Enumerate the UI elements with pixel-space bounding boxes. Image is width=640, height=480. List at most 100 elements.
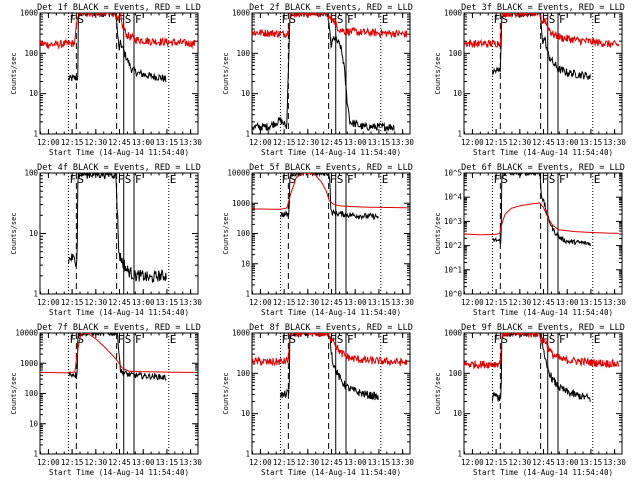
marker-label-f: F bbox=[347, 173, 354, 186]
marker-label-f: F bbox=[347, 333, 354, 346]
x-tick-label: 12:15 bbox=[273, 458, 296, 467]
y-tick-label: 1 bbox=[33, 130, 38, 139]
y-axis-label: Counts/sec bbox=[222, 372, 230, 414]
marker-label-f: F bbox=[69, 13, 76, 26]
x-tick-label: 13:00 bbox=[132, 138, 155, 147]
y-tick-label: 1 bbox=[245, 290, 250, 299]
x-tick-label: 13:30 bbox=[603, 298, 626, 307]
x-tick-label: 12:15 bbox=[61, 458, 84, 467]
panel-title: Det 8f BLACK = Events, RED = LLD bbox=[249, 323, 413, 333]
marker-label-f: F bbox=[493, 333, 500, 346]
plot-frame bbox=[251, 172, 411, 295]
marker-label-s: S bbox=[77, 333, 84, 346]
x-tick-label: 12:45 bbox=[320, 138, 343, 147]
marker-label-e: E bbox=[382, 13, 389, 26]
marker-label-f: F bbox=[281, 333, 288, 346]
x-tick-label: 12:45 bbox=[320, 298, 343, 307]
series-line-events bbox=[67, 173, 167, 283]
marker-label-e: E bbox=[594, 13, 601, 26]
y-axis-label: Counts/sec bbox=[434, 212, 442, 254]
y-tick-label: 1 bbox=[245, 130, 250, 139]
x-tick-label: 12:45 bbox=[320, 458, 343, 467]
x-axis-label: Start Time (14-Aug-14 11:54:40) bbox=[261, 308, 401, 317]
marker-label-s: S bbox=[77, 173, 84, 186]
y-tick-label: 100 bbox=[448, 369, 462, 378]
marker-label-f: F bbox=[69, 173, 76, 186]
marker-label-s: S bbox=[549, 173, 556, 186]
marker-label-f: F bbox=[542, 333, 549, 346]
x-tick-label: 12:00 bbox=[249, 138, 272, 147]
x-tick-label: 13:30 bbox=[391, 298, 414, 307]
marker-label-s: S bbox=[125, 333, 132, 346]
y-tick-label: 10000 bbox=[15, 329, 38, 338]
y-tick-label: 10^1 bbox=[444, 265, 462, 274]
x-tick-label: 12:15 bbox=[485, 298, 508, 307]
y-tick-label: 10 bbox=[453, 89, 463, 98]
panel-title: Det 9f BLACK = Events, RED = LLD bbox=[461, 323, 625, 333]
marker-label-f: F bbox=[542, 173, 549, 186]
x-tick-label: 12:15 bbox=[61, 298, 84, 307]
y-tick-label: 1 bbox=[457, 450, 462, 459]
y-tick-label: 100 bbox=[236, 49, 250, 58]
marker-label-f: F bbox=[69, 333, 76, 346]
panel-title: Det 6f BLACK = Events, RED = LLD bbox=[461, 163, 625, 173]
marker-label-s: S bbox=[501, 13, 508, 26]
marker-label-e: E bbox=[170, 13, 177, 26]
marker-label-e: E bbox=[594, 333, 601, 346]
marker-label-s: S bbox=[125, 173, 132, 186]
marker-label-s: S bbox=[337, 13, 344, 26]
panel-title: Det 5f BLACK = Events, RED = LLD bbox=[249, 163, 413, 173]
marker-label-e: E bbox=[594, 173, 601, 186]
x-axis-label: Start Time (14-Aug-14 11:54:40) bbox=[261, 148, 401, 157]
y-tick-label: 10000 bbox=[227, 169, 250, 178]
y-tick-label: 10 bbox=[241, 409, 251, 418]
x-tick-label: 13:15 bbox=[368, 298, 391, 307]
series-line-lld bbox=[252, 173, 407, 210]
x-tick-label: 13:00 bbox=[132, 458, 155, 467]
plot-frame bbox=[39, 12, 199, 135]
x-tick-label: 13:00 bbox=[556, 298, 579, 307]
y-axis-label: Counts/sec bbox=[10, 52, 18, 94]
marker-label-f: F bbox=[281, 173, 288, 186]
marker-label-f: F bbox=[118, 333, 125, 346]
plot-frame bbox=[463, 332, 623, 455]
x-tick-label: 12:00 bbox=[249, 298, 272, 307]
y-tick-label: 10 bbox=[29, 229, 39, 238]
marker-label-e: E bbox=[382, 173, 389, 186]
y-axis-label: Counts/sec bbox=[222, 52, 230, 94]
marker-label-f: F bbox=[559, 333, 566, 346]
x-tick-label: 12:00 bbox=[37, 458, 60, 467]
y-axis-label: Counts/sec bbox=[434, 52, 442, 94]
x-tick-label: 13:30 bbox=[603, 458, 626, 467]
marker-label-s: S bbox=[77, 13, 84, 26]
series-line-lld bbox=[464, 202, 619, 236]
y-tick-label: 100 bbox=[236, 229, 250, 238]
x-tick-label: 12:30 bbox=[297, 458, 320, 467]
marker-label-e: E bbox=[170, 173, 177, 186]
panel-title: Det 4f BLACK = Events, RED = LLD bbox=[37, 163, 201, 173]
y-tick-label: 10^3 bbox=[444, 217, 462, 226]
panel-title: Det 2f BLACK = Events, RED = LLD bbox=[249, 3, 413, 13]
x-tick-label: 12:30 bbox=[85, 138, 108, 147]
y-tick-label: 10^4 bbox=[444, 193, 463, 202]
x-tick-label: 13:30 bbox=[391, 138, 414, 147]
series-line-lld bbox=[40, 333, 195, 374]
x-tick-label: 12:30 bbox=[509, 138, 532, 147]
x-tick-label: 12:15 bbox=[273, 298, 296, 307]
marker-label-s: S bbox=[289, 13, 296, 26]
x-tick-label: 12:45 bbox=[532, 458, 555, 467]
plot-frame bbox=[463, 12, 623, 135]
x-tick-label: 12:00 bbox=[461, 298, 484, 307]
y-tick-label: 10 bbox=[241, 259, 251, 268]
y-tick-label: 1 bbox=[33, 450, 38, 459]
x-tick-label: 13:30 bbox=[603, 138, 626, 147]
y-axis-label: Counts/sec bbox=[222, 212, 230, 254]
x-tick-label: 12:00 bbox=[461, 138, 484, 147]
panel-title: Det 7f BLACK = Events, RED = LLD bbox=[37, 323, 201, 333]
x-tick-label: 12:30 bbox=[85, 458, 108, 467]
y-tick-label: 10 bbox=[241, 89, 251, 98]
